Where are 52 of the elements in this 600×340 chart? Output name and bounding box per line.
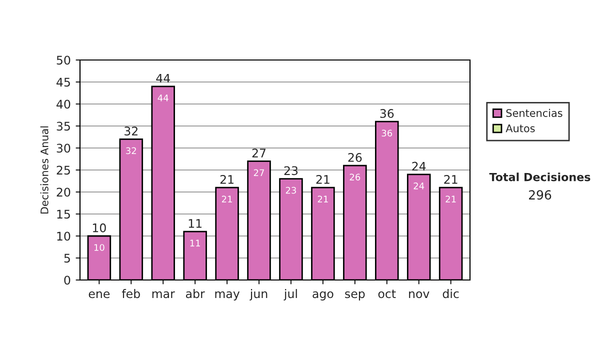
y-tick-label: 35: [56, 122, 70, 131]
y-tick-label: 25: [56, 166, 70, 175]
x-tick-label: abr: [186, 289, 205, 298]
data-label: 21: [222, 196, 232, 202]
total-label: 26: [348, 152, 362, 162]
x-tick-label: ene: [88, 291, 110, 298]
x-tick-label: jul: [284, 289, 297, 300]
y-tick-label: 50: [56, 56, 70, 65]
x-tick-label: dic: [442, 289, 459, 298]
y-tick-label: 0: [64, 276, 70, 285]
x-tick-label: ago: [312, 291, 334, 300]
data-label: 26: [350, 174, 360, 181]
data-label: 21: [318, 196, 328, 202]
total-label: 21: [444, 174, 458, 184]
y-axis-title: Decisiones Anual: [40, 126, 48, 214]
x-tick-label: may: [215, 291, 240, 300]
legend-label: Autos: [506, 124, 535, 132]
total-label: 21: [316, 174, 330, 184]
total-label: 32: [124, 126, 138, 136]
total-label: 10: [92, 223, 106, 232]
data-label: 23: [286, 186, 296, 194]
data-label: 21: [446, 196, 456, 202]
total-label: 21: [220, 174, 234, 184]
data-label: 10: [94, 244, 104, 251]
y-tick-label: 30: [56, 144, 70, 153]
data-label: 11: [190, 240, 200, 246]
data-label: 36: [382, 130, 392, 137]
y-tick-label: 45: [56, 78, 70, 87]
data-label: 44: [158, 94, 168, 102]
x-tick-label: mar: [152, 291, 175, 298]
x-tick-label: oct: [378, 290, 396, 298]
legend-label: Sentencias: [506, 108, 562, 117]
total-label: 36: [380, 108, 394, 118]
data-label: 32: [126, 147, 136, 154]
y-tick-label: 40: [56, 100, 70, 109]
total-label: 11: [188, 219, 202, 228]
total-label: 23: [284, 166, 298, 176]
x-tick-label: feb: [122, 289, 140, 298]
text: Total Decisiones: [489, 172, 590, 182]
y-tick-label: 20: [56, 188, 70, 197]
x-tick-label: sep: [345, 291, 365, 300]
text: 296: [528, 190, 552, 200]
data-label: 24: [414, 182, 424, 190]
data-label: 27: [254, 169, 264, 176]
y-tick-label: 5: [64, 254, 70, 263]
x-tick-label: nov: [409, 291, 430, 298]
total-label: 27: [252, 148, 266, 158]
total-label: 44: [156, 74, 170, 83]
y-tick-label: 15: [57, 210, 70, 219]
total-label: 24: [412, 162, 426, 171]
x-tick-label: jun: [250, 289, 268, 300]
y-tick-label: 10: [57, 232, 70, 241]
